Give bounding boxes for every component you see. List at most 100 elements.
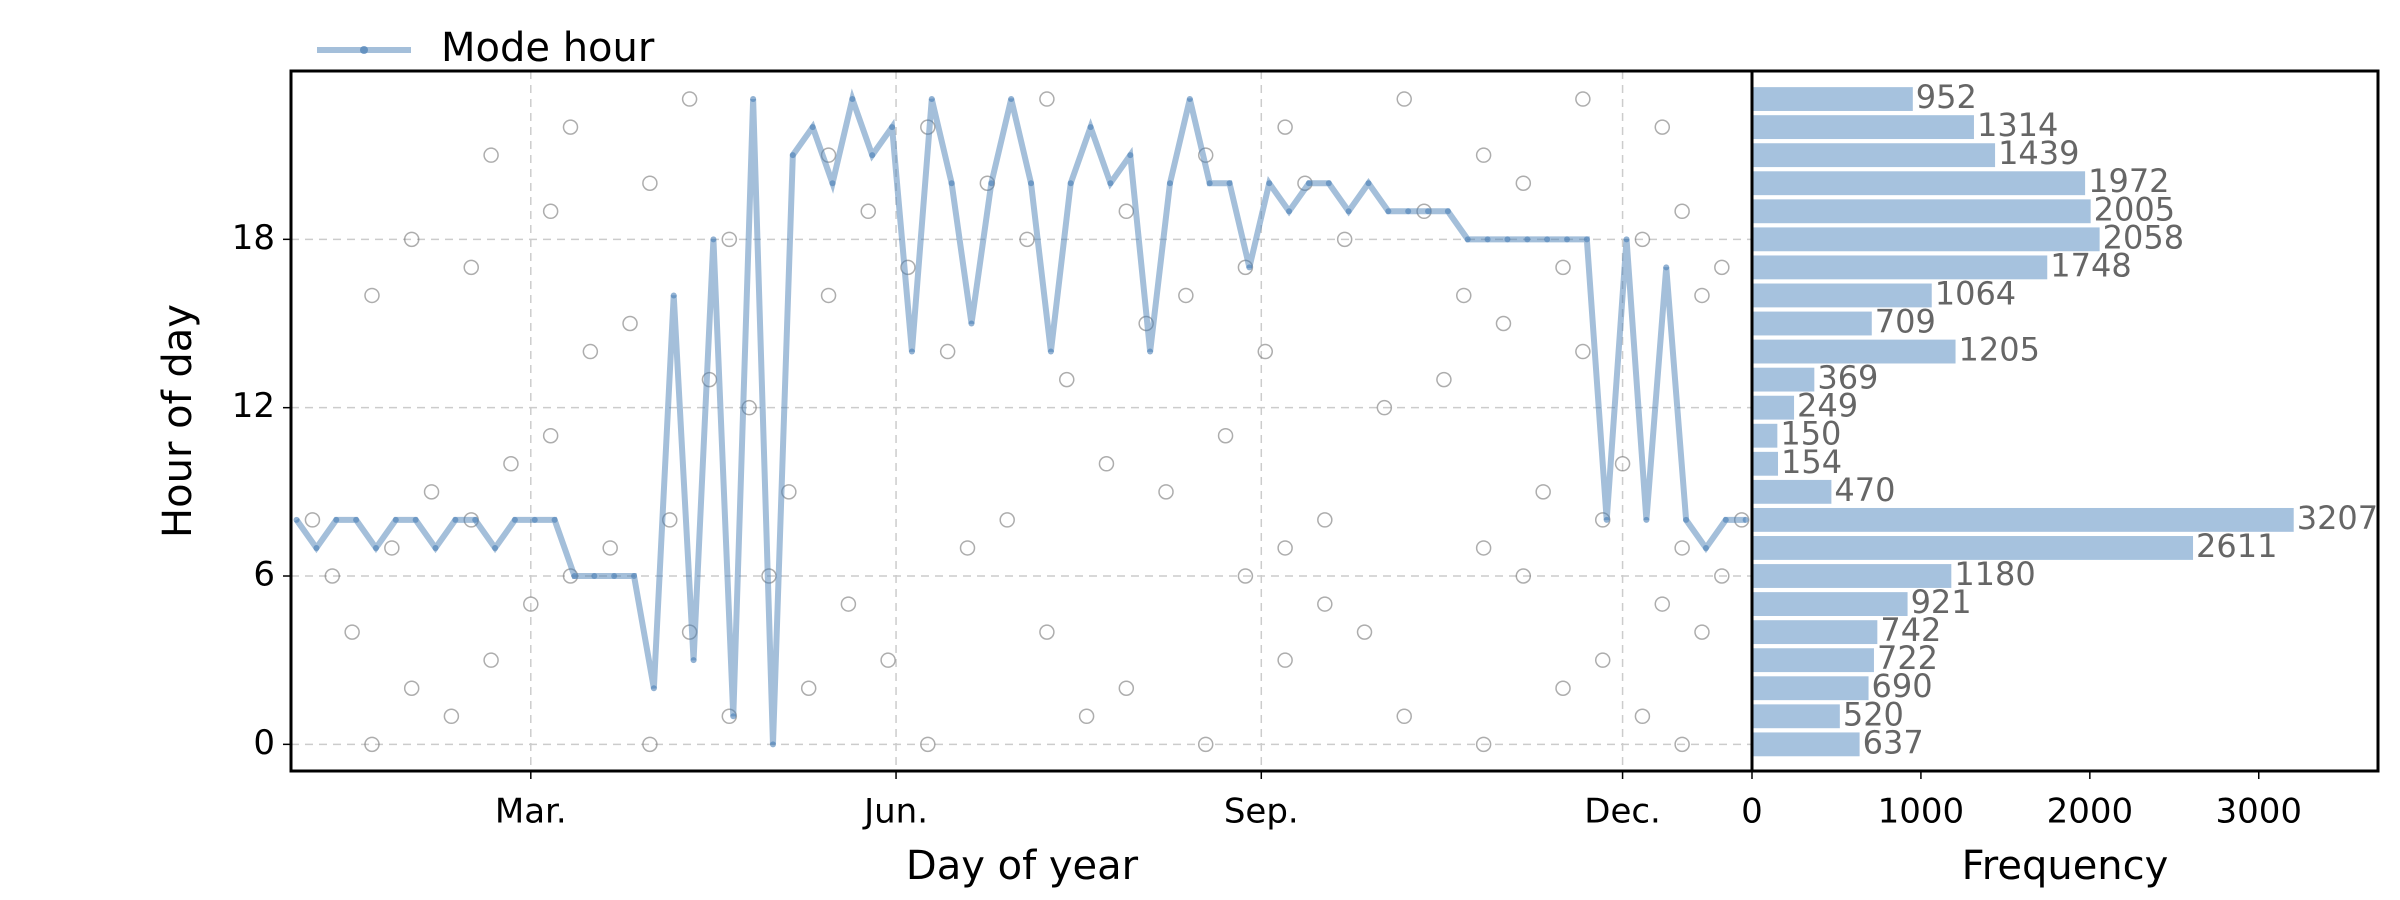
line-point bbox=[1385, 208, 1392, 215]
scatter-point bbox=[1515, 568, 1532, 584]
line-point bbox=[1603, 516, 1610, 523]
scatter-point bbox=[384, 540, 400, 556]
line-point bbox=[1246, 264, 1253, 271]
scatter-point bbox=[1396, 91, 1412, 107]
scatter-point bbox=[1456, 287, 1472, 304]
scatter-point bbox=[463, 259, 479, 276]
scatter-point bbox=[1694, 287, 1710, 304]
line-point bbox=[1107, 180, 1114, 187]
scatter-point bbox=[920, 736, 936, 753]
bar-value-label: 2611 bbox=[2196, 527, 2277, 565]
scatter-point bbox=[1237, 568, 1254, 584]
scatter-point bbox=[1714, 259, 1730, 276]
bar-value-label: 690 bbox=[1872, 667, 1933, 705]
bar bbox=[1752, 255, 2048, 280]
scatter-point bbox=[1197, 736, 1214, 753]
legend-dot bbox=[360, 46, 368, 54]
line-point bbox=[1345, 208, 1352, 215]
line-point bbox=[889, 124, 896, 131]
scatter-point bbox=[1118, 680, 1135, 696]
bar-value-label: 2005 bbox=[2094, 190, 2175, 228]
scatter-point bbox=[1118, 203, 1135, 220]
scatter-point bbox=[1475, 540, 1492, 556]
line-point bbox=[829, 180, 836, 187]
x-tick-label: Dec. bbox=[1584, 792, 1661, 832]
x-tick-label: 2000 bbox=[2047, 792, 2134, 832]
scatter-point bbox=[1594, 652, 1611, 668]
scatter-point bbox=[483, 147, 499, 163]
scatter-point bbox=[721, 231, 738, 248]
bar bbox=[1752, 367, 1815, 392]
scatter-point bbox=[939, 343, 956, 360]
scatter-point bbox=[999, 512, 1015, 528]
x-axis-label: Day of year bbox=[906, 843, 1139, 889]
scatter-point bbox=[1317, 596, 1333, 612]
scatter-point bbox=[1555, 259, 1571, 276]
scatter-point bbox=[721, 708, 738, 725]
line-point bbox=[472, 516, 479, 523]
line-point bbox=[293, 516, 300, 523]
scatter-point bbox=[1594, 512, 1611, 528]
x-tick-label: Jun. bbox=[862, 792, 928, 832]
line-point bbox=[1464, 236, 1471, 243]
bar-value-label: 520 bbox=[1843, 695, 1904, 733]
bar bbox=[1752, 311, 1872, 336]
scatter-point bbox=[1674, 540, 1690, 556]
scatter-point bbox=[820, 287, 837, 304]
scatter-point bbox=[562, 119, 579, 135]
scatter-point bbox=[1396, 708, 1412, 725]
scatter-point bbox=[1495, 315, 1512, 332]
line-point bbox=[1504, 236, 1511, 243]
line-point bbox=[968, 320, 975, 327]
line-point bbox=[1226, 180, 1233, 187]
line-point bbox=[1365, 180, 1372, 187]
line-point bbox=[1722, 516, 1729, 523]
bar bbox=[1752, 227, 2100, 252]
y-tick-label: 6 bbox=[253, 555, 275, 595]
scatter-point bbox=[1178, 287, 1194, 304]
line-point bbox=[1008, 96, 1015, 103]
scatter-point bbox=[1019, 231, 1035, 248]
scatter-point bbox=[364, 736, 380, 753]
line-point bbox=[353, 516, 360, 523]
line-point bbox=[1683, 516, 1690, 523]
scatter-point bbox=[523, 596, 539, 612]
scatter-point bbox=[1634, 231, 1651, 248]
bar-value-label: 921 bbox=[1911, 583, 1972, 621]
scatter-point bbox=[860, 203, 877, 220]
scatter-point bbox=[1674, 736, 1690, 753]
scatter-point bbox=[1277, 652, 1293, 668]
line-point bbox=[631, 573, 638, 580]
line-point bbox=[591, 573, 598, 580]
bar-value-label: 150 bbox=[1780, 415, 1841, 453]
line-point bbox=[511, 516, 518, 523]
line-point bbox=[1047, 348, 1054, 355]
bar bbox=[1752, 171, 2086, 196]
line-point bbox=[452, 516, 459, 523]
bar bbox=[1752, 732, 1860, 757]
scatter-point bbox=[324, 568, 341, 584]
scatter-point bbox=[880, 652, 896, 668]
bar-value-label: 1064 bbox=[1935, 274, 2016, 312]
line-point bbox=[1544, 236, 1551, 243]
bar-value-label: 1205 bbox=[1959, 331, 2040, 369]
line-point bbox=[1087, 124, 1094, 131]
bar-value-label: 1439 bbox=[1998, 134, 2079, 172]
line-point bbox=[670, 292, 677, 299]
bar-value-label: 1180 bbox=[1954, 555, 2035, 593]
line-point bbox=[571, 573, 578, 580]
scatter-point bbox=[503, 456, 519, 472]
bar bbox=[1752, 704, 1840, 729]
line-point bbox=[1702, 544, 1709, 551]
scatter-point bbox=[642, 175, 658, 191]
scatter-point bbox=[1674, 203, 1690, 220]
y-tick-label: 0 bbox=[253, 723, 275, 763]
line-point bbox=[769, 741, 776, 748]
bar bbox=[1752, 395, 1795, 420]
bar bbox=[1752, 676, 1869, 701]
line-point bbox=[809, 124, 816, 131]
line-point bbox=[1742, 516, 1749, 523]
scatter-point bbox=[423, 484, 440, 500]
scatter-point bbox=[1277, 119, 1293, 135]
scatter-point bbox=[1654, 596, 1671, 612]
